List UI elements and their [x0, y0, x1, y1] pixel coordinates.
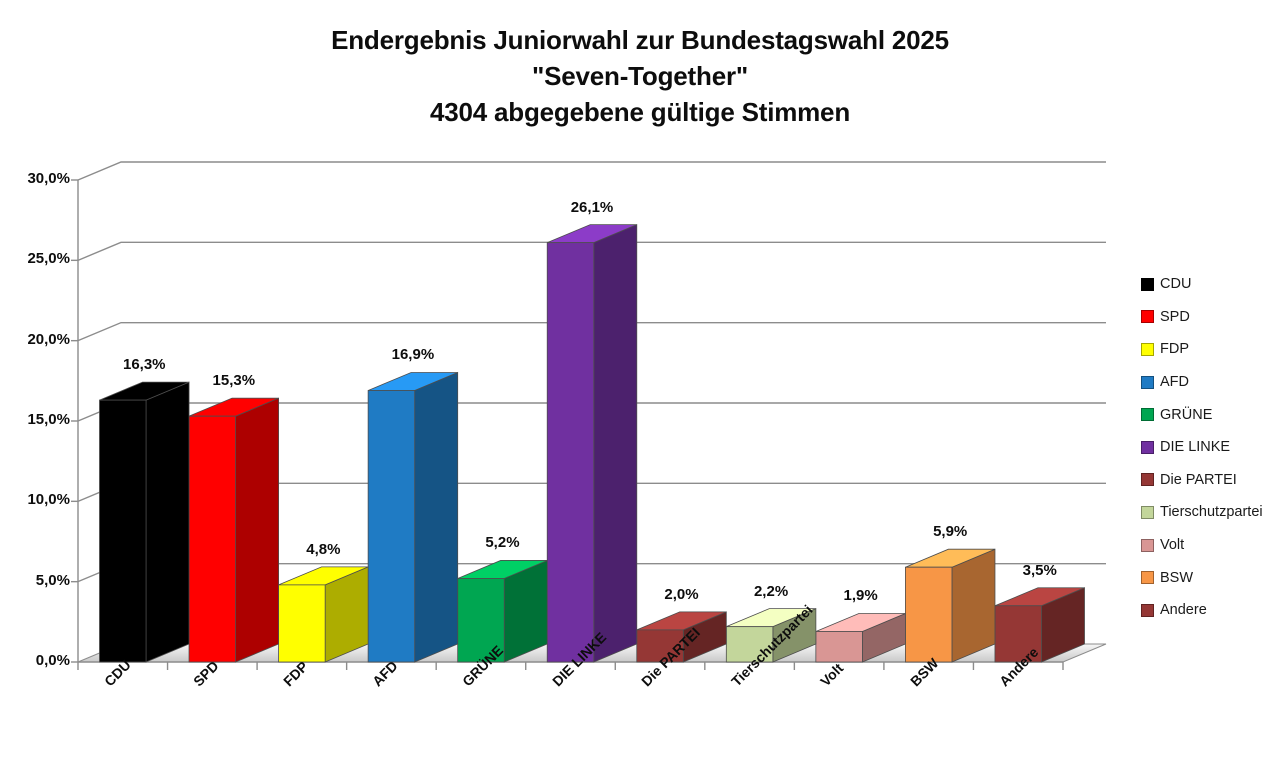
legend-swatch-icon — [1141, 375, 1154, 389]
gridline — [77, 321, 1106, 342]
bar-bsw[interactable] — [905, 548, 996, 663]
legend-item-label: Andere — [1160, 602, 1207, 619]
bar-front-face — [905, 566, 953, 663]
legend-item-label: GRÜNE — [1160, 406, 1213, 423]
bar-value-label: 26,1% — [570, 198, 614, 216]
legend-item[interactable]: Andere — [1141, 594, 1271, 627]
bar-afd[interactable] — [367, 371, 459, 663]
bar-value-label: 2,2% — [753, 582, 789, 600]
legend-swatch-icon — [1141, 342, 1154, 356]
bar-volt[interactable] — [815, 612, 906, 663]
bar-front-face — [367, 390, 416, 663]
bar-side-face — [235, 397, 280, 663]
bar-value-label: 1,9% — [843, 587, 878, 605]
y-axis-label: 25,0% — [27, 250, 70, 268]
bar-fdp[interactable] — [278, 566, 369, 663]
legend-item[interactable]: SPD — [1141, 301, 1271, 334]
bar-value-label: 2,0% — [664, 585, 699, 603]
y-axis-label: 30,0% — [27, 170, 70, 187]
legend-item-label: DIE LINKE — [1160, 439, 1231, 456]
bar-side-face — [145, 381, 190, 663]
legend-item-label: BSW — [1160, 569, 1194, 586]
bar-cdu[interactable] — [99, 381, 190, 663]
chart-legend: CDU SPD FDP AFD GRÜNE DIE LINKE Die PARTEI Tier… — [1141, 268, 1271, 627]
page-title: Endergebnis Juniorwahl zur Bundestagswah… — [0, 22, 1280, 130]
y-axis-label: 20,0% — [27, 330, 70, 348]
bar-value-label: 15,3% — [212, 372, 256, 390]
bar-tierschutzpartei[interactable] — [725, 608, 817, 663]
gridline — [77, 161, 1106, 181]
legend-swatch-icon — [1141, 440, 1154, 454]
bar-front-face — [636, 629, 684, 663]
legend-swatch-icon — [1141, 571, 1154, 585]
legend-swatch-icon — [1141, 277, 1154, 291]
bar-value-label: 5,9% — [933, 523, 968, 541]
legend-item-label: AFD — [1160, 374, 1189, 391]
legend-swatch-icon — [1141, 310, 1154, 324]
legend-swatch-icon — [1141, 408, 1154, 422]
title-line-2: "Seven-Together" — [531, 61, 748, 91]
legend-item-label: CDU — [1160, 276, 1192, 293]
legend-item[interactable]: BSW — [1141, 561, 1271, 594]
legend-swatch-icon — [1141, 505, 1154, 519]
bar-front-face — [994, 605, 1042, 663]
legend-item[interactable]: DIE LINKE — [1141, 431, 1271, 464]
title-line-1: Endergebnis Juniorwahl zur Bundestagswah… — [331, 25, 949, 55]
bar-front-face — [546, 242, 595, 663]
bar-front-face — [99, 399, 147, 663]
bar-value-label: 5,2% — [485, 534, 520, 552]
bar-front-face — [188, 415, 236, 663]
bar-side-face — [414, 371, 459, 663]
legend-item-label: FDP — [1160, 341, 1189, 358]
gridline — [77, 241, 1106, 261]
bar-value-label: 16,9% — [391, 346, 435, 364]
bar-front-face — [278, 584, 326, 663]
legend-item[interactable]: Volt — [1141, 529, 1271, 562]
y-axis-label: 15,0% — [27, 411, 70, 428]
legend-swatch-icon — [1141, 603, 1154, 617]
legend-item[interactable]: FDP — [1141, 333, 1271, 366]
legend-swatch-icon — [1141, 473, 1154, 487]
legend-item-label: Volt — [1160, 537, 1185, 554]
bar-value-label: 4,8% — [306, 540, 341, 558]
bar-die-linke[interactable] — [546, 224, 638, 663]
bar-grüne[interactable] — [457, 559, 548, 663]
bar-spd[interactable] — [188, 397, 280, 663]
legend-item[interactable]: AFD — [1141, 366, 1271, 399]
y-axis-label: 5,0% — [35, 571, 70, 589]
bar-value-label: 16,3% — [122, 356, 166, 374]
legend-swatch-icon — [1141, 538, 1154, 552]
y-axis-label: 0,0% — [35, 652, 70, 669]
title-line-3: 4304 abgegebene gültige Stimmen — [429, 97, 851, 127]
legend-item-label: Die PARTEI — [1160, 471, 1237, 488]
bar-andere[interactable] — [994, 587, 1085, 663]
legend-item[interactable]: GRÜNE — [1141, 398, 1271, 431]
legend-item[interactable]: Die PARTEI — [1141, 464, 1271, 497]
bar-side-face — [951, 548, 996, 663]
y-axis-label: 10,0% — [27, 491, 70, 509]
bar-front-face — [815, 631, 863, 663]
legend-item-label: SPD — [1160, 308, 1190, 325]
bar-value-label: 3,5% — [1022, 561, 1057, 579]
legend-item[interactable]: Tierschutzpartei — [1141, 496, 1271, 529]
bar-die-partei[interactable] — [636, 611, 727, 663]
legend-item[interactable]: CDU — [1141, 268, 1271, 301]
bar-side-face — [593, 224, 638, 663]
legend-item-label: Tierschutzpartei — [1160, 504, 1263, 521]
